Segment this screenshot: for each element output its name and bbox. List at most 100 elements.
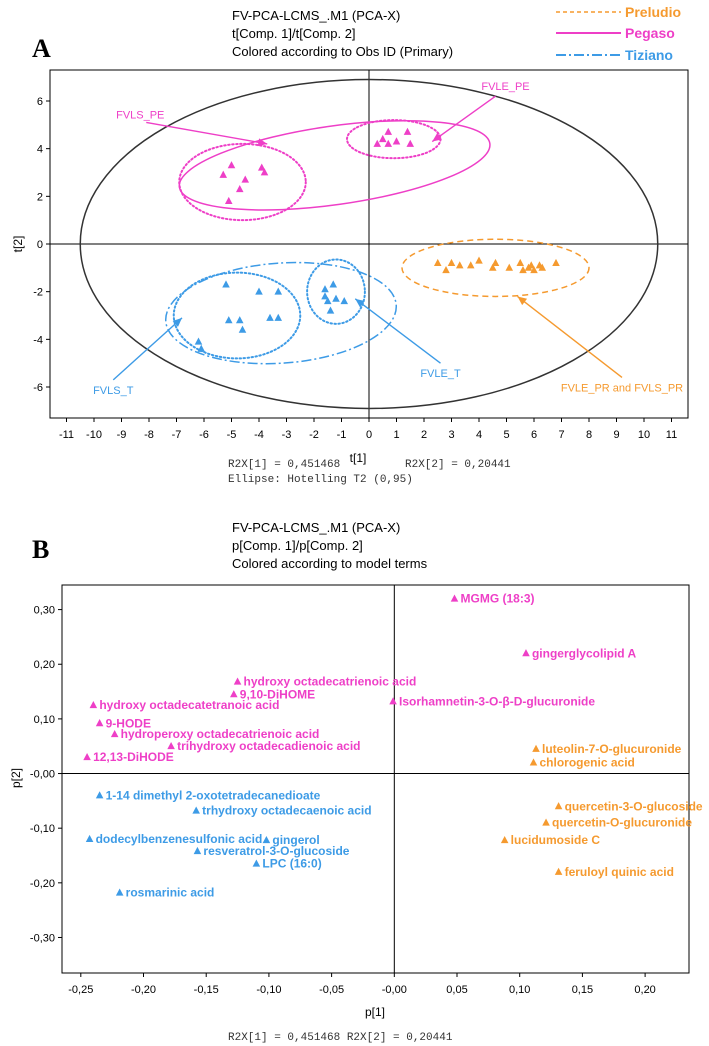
loading-marker-dodecylbenzenesulfonic-acid (85, 834, 94, 843)
annotation-arrowhead-fvls-pe (257, 138, 268, 147)
panel-b-x-tick-label: -0,15 (194, 984, 219, 996)
point-preludio-13 (530, 266, 538, 274)
annotation-label-fvle-pe: FVLE_PE (481, 81, 529, 93)
loading-label-hydroperoxy-octadecatrienoic-acid: hydroperoxy octadecatrienoic acid (121, 727, 320, 741)
point-tiziano-15 (332, 294, 340, 302)
point-pegaso-7 (260, 168, 269, 176)
loading-marker-trihydroxy-octadecadienoic-acid (167, 742, 175, 750)
loading-marker-mgmg-18-3 (450, 594, 459, 602)
panel-a-footer-r2x2: R2X[2] = 0,20441 (405, 459, 511, 471)
loading-marker-quercetin-3-o-glucoside (554, 802, 563, 810)
panel-a-x-tick-label: 4 (476, 429, 482, 441)
panel-b-axes (62, 585, 689, 973)
loading-label-hydroxy-octadecatrienoic-acid: hydroxy octadecatrienoic acid (244, 675, 417, 689)
panel-b-x-tick-label: 0,20 (634, 984, 655, 996)
point-tiziano-17 (321, 292, 329, 300)
legend-pegaso-label: Pegaso (625, 25, 675, 41)
loading-label-lucidumoside-c: lucidumoside C (511, 833, 601, 847)
point-preludio-10 (516, 258, 525, 267)
ellipse-pegaso-fvls-pe (178, 142, 307, 222)
point-pegaso-9 (378, 134, 387, 143)
point-pegaso-3 (235, 184, 244, 193)
panel-a-x-tick-label: 9 (613, 429, 619, 441)
loading-label-trhydroxy-octadecaenoic-acid: trhydroxy octadecaenoic acid (202, 804, 371, 818)
point-tiziano-13 (326, 306, 335, 314)
panel-a-x-ticks: -11 -10 -9 -8 -7 -6 -5 -4 -3 -2 -1 0 1 2 3 4 5 6 7 8 9 10 11 (59, 418, 677, 441)
loading-marker-hydroxy-octadecatetranoic-acid (89, 701, 98, 709)
loading-label-luteolin-7-o-glucuronide: luteolin-7-O-glucuronide (542, 742, 682, 756)
panel-a-x-tick-label: 11 (666, 429, 677, 441)
loading-marker-gingerol (262, 836, 271, 844)
panel-b-footer: R2X[1] = 0,451468 R2X[2] = 0,20441 (228, 1032, 453, 1044)
loading-marker-hydroperoxy-octadecatrienoic-acid (110, 729, 119, 738)
panel-a-x-tick-label: -2 (309, 429, 319, 441)
point-tiziano-4 (224, 316, 233, 324)
panel-a-y-tick-label: -6 (33, 382, 43, 394)
point-preludio-1 (433, 258, 442, 267)
panel-a-x-tick-label: -10 (86, 429, 102, 441)
point-tiziano-2 (197, 344, 206, 352)
annotation-arrow-fvls-t (112, 317, 183, 381)
panel-b-plot-frame (61, 584, 690, 974)
panel-a-title-line-1: FV-PCA-LCMS_.M1 (PCA-X) (232, 8, 400, 23)
loading-marker-rosmarinic-acid (115, 888, 124, 896)
panel-a-x-tick-label: -7 (172, 429, 182, 441)
point-pegaso-2 (227, 161, 236, 169)
loading-marker-isorhamnetin-3-o-d-glucuronide (389, 697, 397, 705)
panel-b-points: MGMG (18:3) gingerglycolipid A hydroxy oct… (83, 592, 703, 900)
annotation-arrowhead-fvle-pe (432, 133, 442, 142)
point-preludio-9 (505, 263, 514, 271)
panel-a-x-tick-label: -6 (199, 429, 209, 441)
legend-tiziano-label: Tiziano (625, 47, 673, 63)
point-tiziano-1 (194, 337, 203, 345)
panel-b-title-line-3: Colored according to model terms (232, 556, 428, 571)
panel-a-y-tick-label: 4 (37, 144, 43, 156)
point-pegaso-8 (373, 139, 382, 147)
panel-a-axes (50, 70, 688, 418)
loading-marker-hydroxy-octadecatrienoic-acid (233, 677, 242, 685)
panel-a-x-tick-label: 8 (586, 429, 592, 441)
loading-marker-9-10-dihome (230, 690, 238, 698)
loading-label-resveratrol-3-o-glucoside: resveratrol-3-O-glucoside (203, 844, 349, 858)
point-preludio-8 (491, 258, 500, 267)
annotation-label-fvls-t: FVLS_T (93, 385, 134, 397)
loading-marker-gingerglycolipid-a (522, 649, 530, 657)
panel-a-letter: A (32, 34, 51, 63)
point-pegaso-5 (224, 196, 233, 205)
panel-a-x-tick-label: 7 (558, 429, 564, 441)
loading-marker-lucidumoside-c (500, 836, 509, 844)
point-preludio-17 (524, 263, 533, 271)
panel-a-x-axis-label: t[1] (350, 451, 367, 465)
loading-label-9-10-dihome: 9,10-DiHOME (240, 687, 315, 701)
point-pegaso-12 (392, 137, 401, 145)
loading-marker-resveratrol-3-o-glucoside (193, 846, 202, 855)
loading-marker-chlorogenic-acid (529, 758, 538, 766)
loading-label-mgmg-18-3: MGMG (18:3) (461, 592, 535, 606)
annotation-arrow-fvle-t (354, 298, 441, 364)
panel-b-y-tick-label: 0,30 (34, 605, 55, 617)
loading-marker-9-hode (95, 719, 104, 727)
ellipse-pegaso (178, 119, 491, 211)
panel-a-y-tick-label: 2 (37, 191, 43, 203)
annotation-arrow-fvls-pe (146, 121, 268, 145)
panel-a: A FV-PCA-LCMS_.M1 (PCA-X) t[Comp. 1]/t[C… (11, 4, 689, 486)
panel-a-x-tick-label: 10 (638, 429, 650, 441)
point-preludio-15 (538, 263, 547, 271)
panel-a-x-tick-label: 2 (421, 429, 427, 441)
annotation-arrow-fvle-pr-and-fvls-pr (517, 295, 623, 379)
panel-a-footer-r2x1: R2X[1] = 0,451468 (228, 459, 340, 471)
point-tiziano-9 (274, 313, 283, 321)
point-pegaso-10 (384, 127, 393, 135)
point-tiziano-3 (222, 280, 230, 288)
point-pegaso-1 (219, 170, 228, 178)
annotation-arrowhead-fvle-t (355, 298, 365, 308)
panel-a-x-tick-label: -1 (337, 429, 347, 441)
loading-label-hydroxy-octadecatetranoic-acid: hydroxy octadecatetranoic acid (99, 698, 279, 712)
loading-marker-lpc-16-0 (252, 859, 261, 867)
panel-a-title-line-3: Colored according to Obs ID (Primary) (232, 44, 453, 59)
ellipse-pegaso-fvle-pe (346, 119, 442, 160)
panel-b-y-tick-label: -0,30 (30, 932, 55, 944)
panel-a-legend: Preludio Pegaso Tiziano (556, 4, 681, 63)
panel-b-y-ticks: 0,30 0,20 0,10 -0,00 -0,10 -0,20 -0,30 (30, 605, 62, 944)
loading-label-gingerglycolipid-a: gingerglycolipid A (532, 646, 637, 660)
